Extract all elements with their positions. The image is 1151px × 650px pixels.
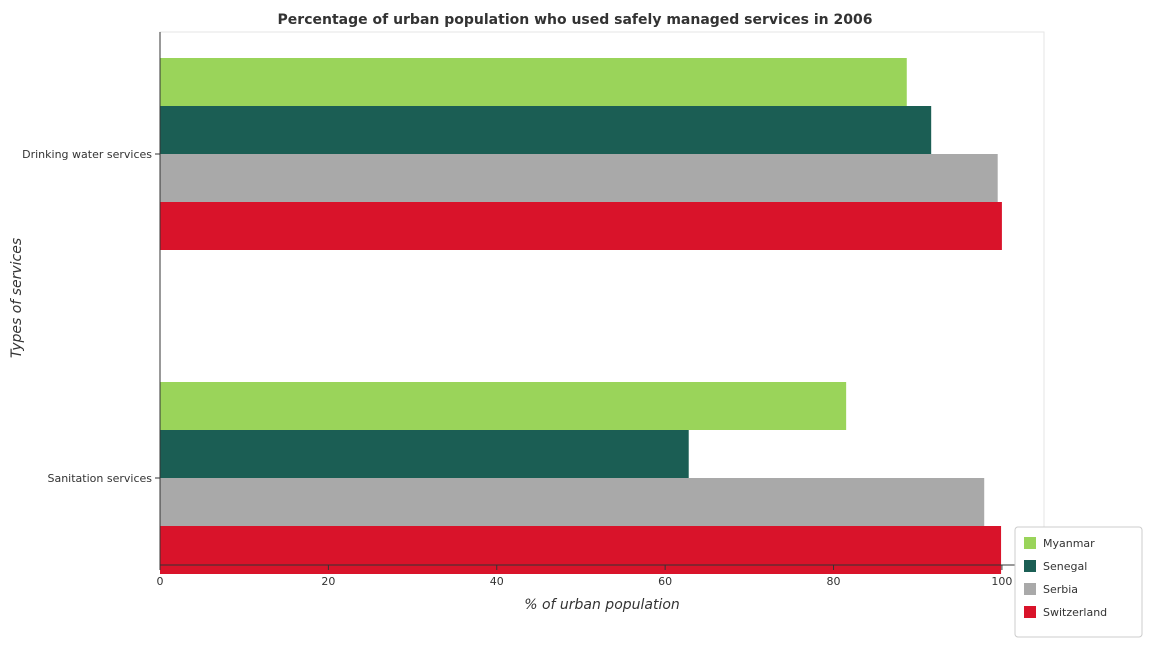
x-tick-label: 80 <box>827 575 841 588</box>
legend-box <box>1014 526 1143 638</box>
y-axis: Sanitation services Drinking water servic… <box>22 32 161 565</box>
x-tick-label: 0 <box>157 575 164 588</box>
x-tick-label: 100 <box>991 575 1012 588</box>
x-tick-label: 20 <box>321 575 335 588</box>
legend-swatch-senegal <box>1024 560 1036 572</box>
y-axis-label: Types of services <box>9 238 25 358</box>
x-tick-label: 40 <box>490 575 504 588</box>
legend-swatch-myanmar <box>1024 537 1036 549</box>
bar-senegal-sanitation <box>160 430 689 478</box>
x-tick-label: 60 <box>658 575 672 588</box>
legend-label-senegal: Senegal <box>1043 560 1087 573</box>
bar-serbia-drinking-water <box>160 154 998 202</box>
legend-swatch-serbia <box>1024 583 1036 595</box>
bars <box>160 58 1002 574</box>
legend-swatch-switzerland <box>1024 606 1036 618</box>
bar-switzerland-sanitation <box>160 526 1002 574</box>
y-tick-label: Sanitation services <box>47 472 152 485</box>
legend-label-myanmar: Myanmar <box>1043 537 1095 550</box>
legend: Myanmar Senegal Serbia Switzerland <box>1014 526 1143 638</box>
bar-switzerland-drinking-water <box>160 202 1002 250</box>
bar-myanmar-drinking-water <box>160 58 907 106</box>
bar-serbia-sanitation <box>160 478 985 526</box>
legend-label-serbia: Serbia <box>1043 583 1078 596</box>
y-tick-label: Drinking water services <box>22 148 152 161</box>
x-axis: 0 20 40 60 80 100 <box>157 564 1044 588</box>
x-axis-label: % of urban population <box>524 597 680 613</box>
bar-senegal-drinking-water <box>160 106 932 154</box>
chart-title: Percentage of urban population who used … <box>278 12 873 28</box>
legend-label-switzerland: Switzerland <box>1043 606 1107 619</box>
bar-myanmar-sanitation <box>160 382 847 430</box>
